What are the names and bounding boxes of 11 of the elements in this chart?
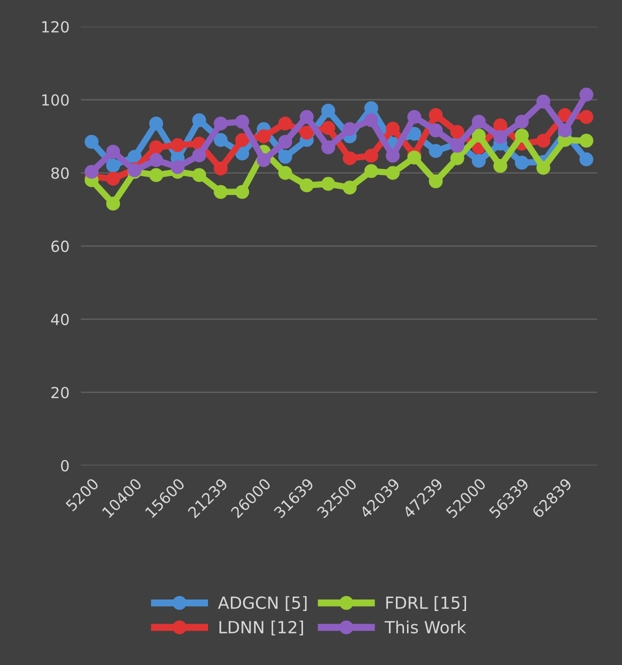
y-tick-label: 60 [51,240,69,252]
legend-label: ADGCN [5] [218,596,307,611]
y-tick-label: 120 [42,21,69,33]
legend-label: This Work [384,620,466,634]
y-tick-label: 80 [51,167,69,179]
y-tick-label: 100 [42,94,69,106]
y-tick-label: 0 [61,460,69,472]
legend-label: LDNN [12] [219,620,303,636]
legend-label: FDRL [15] [386,596,466,611]
y-tick-label: 40 [51,314,69,326]
y-tick-label: 20 [51,386,69,398]
